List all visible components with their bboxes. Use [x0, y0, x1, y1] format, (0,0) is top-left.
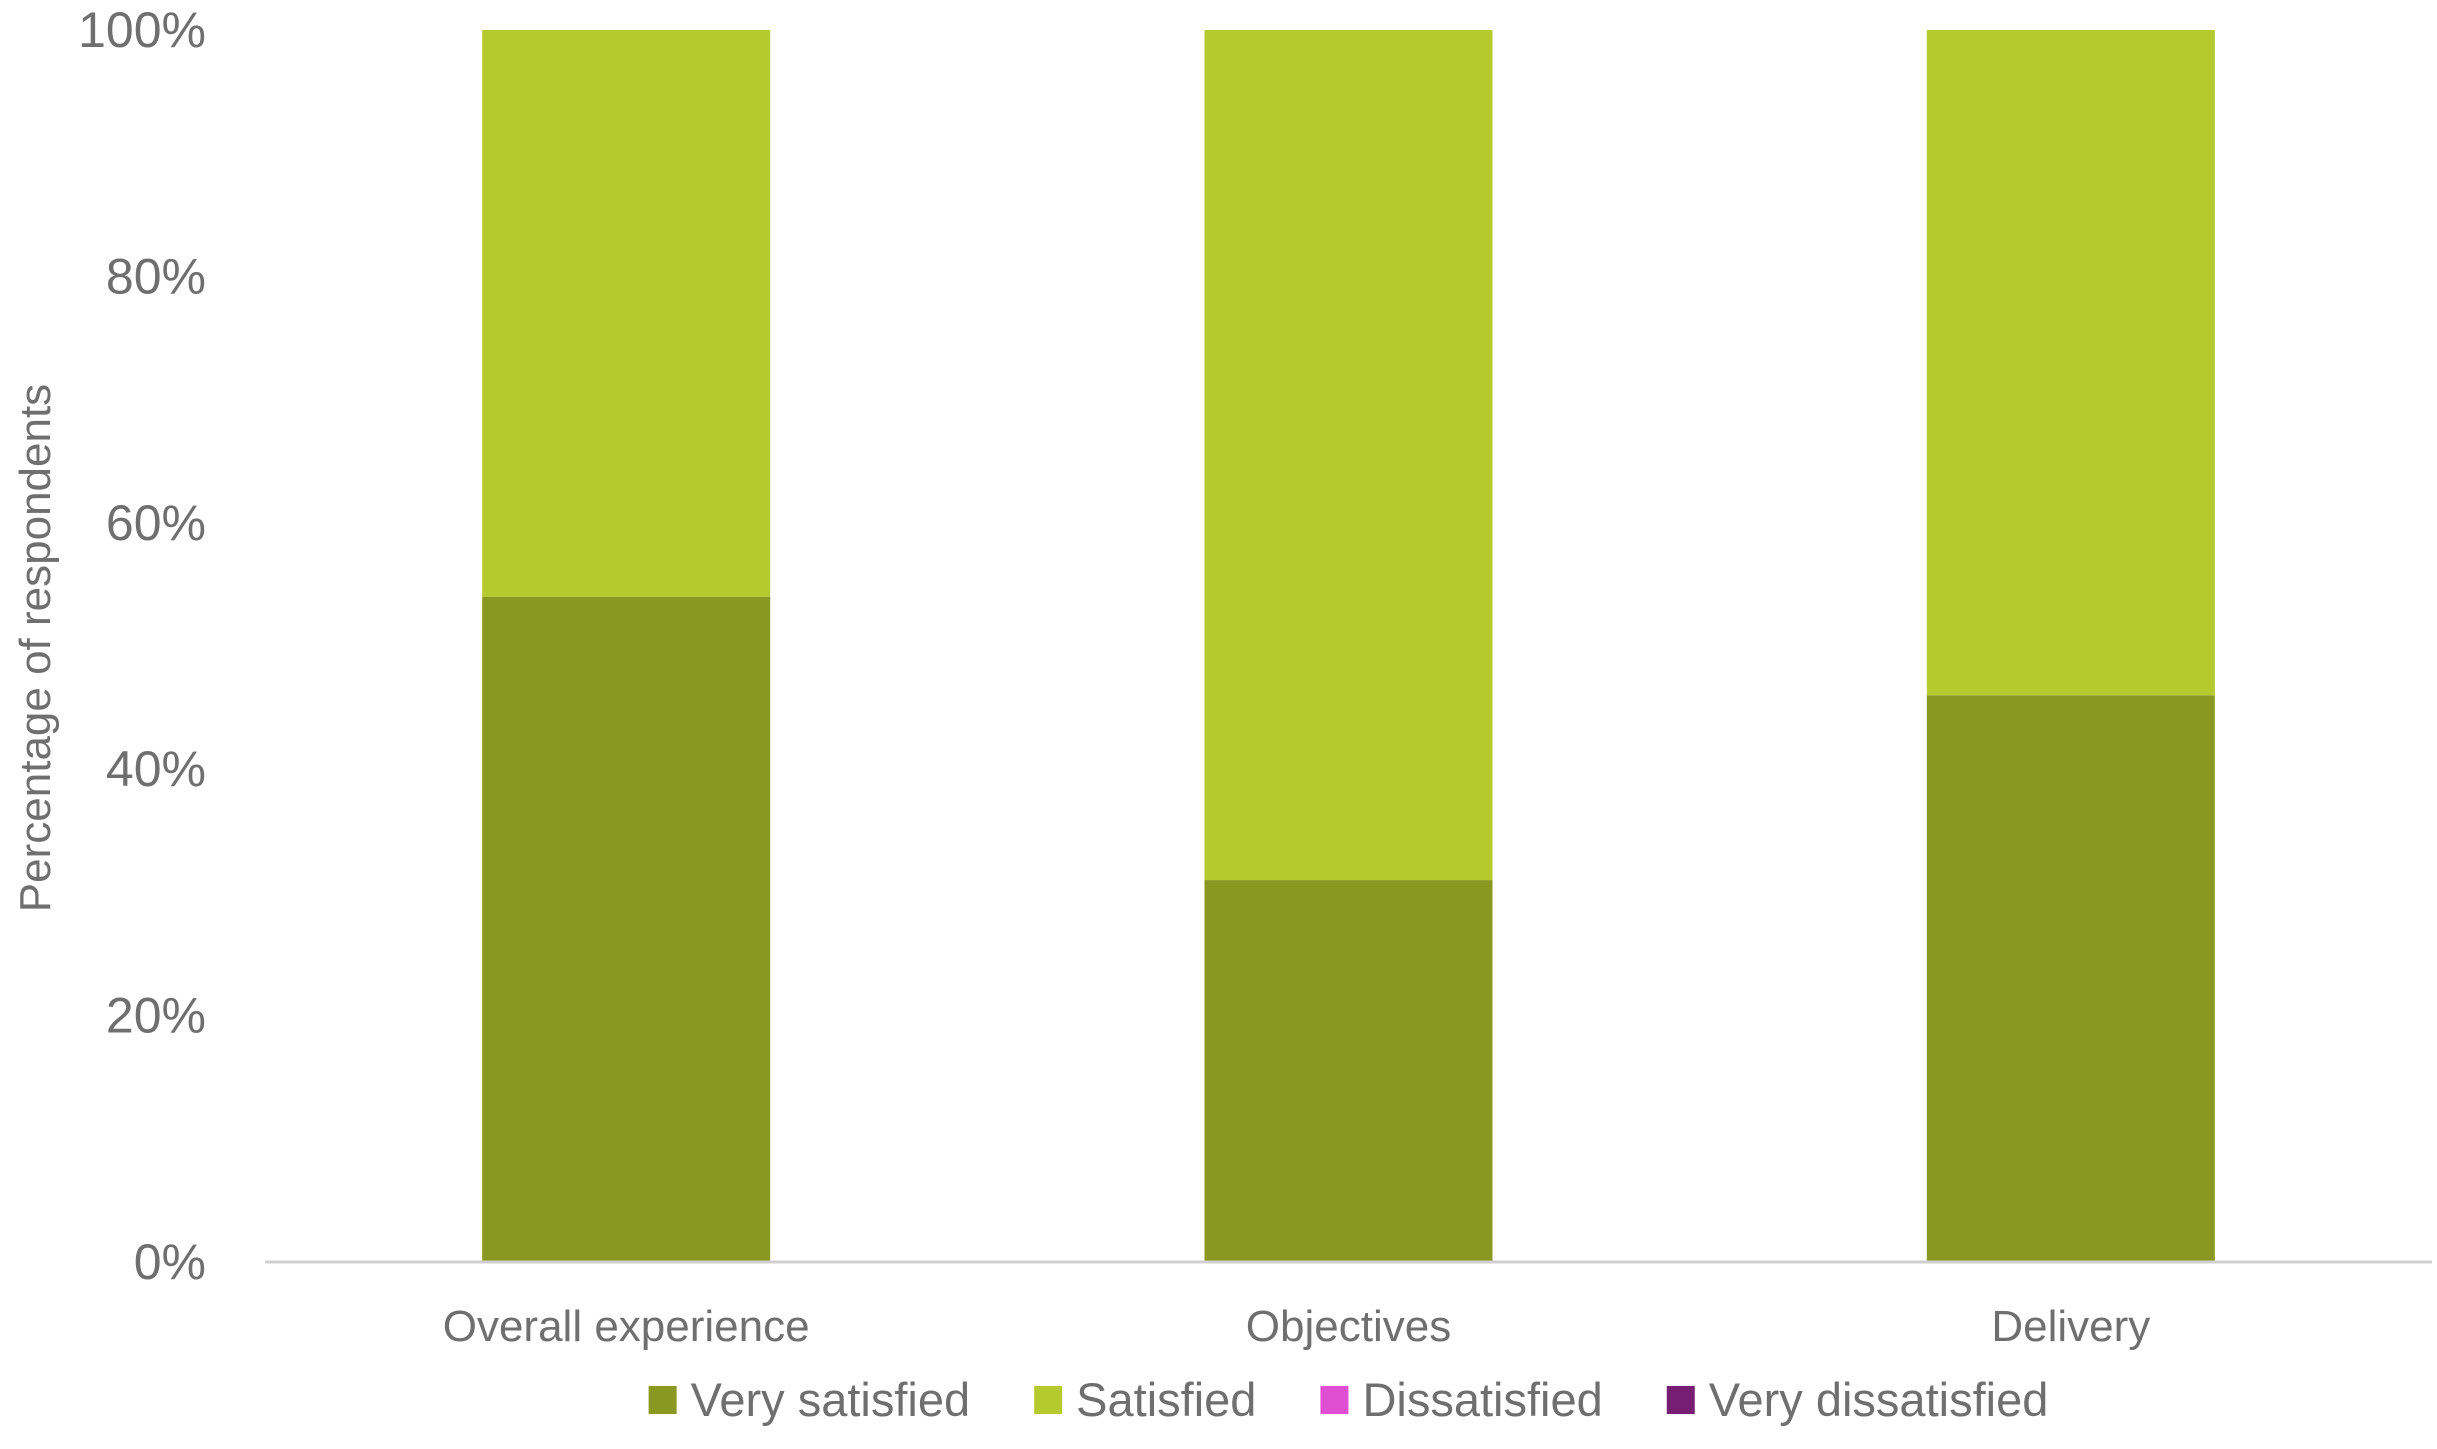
legend: Very satisfied Satisfied Dissatisfied Very … — [648, 1373, 2049, 1426]
legend-label: Dissatisfied — [1362, 1373, 1602, 1426]
legend-item: Very dissatisfied — [1666, 1373, 2049, 1426]
bar-segment — [1926, 30, 2215, 696]
legend-label: Very dissatisfied — [1709, 1373, 2049, 1426]
y-tick-label: 40% — [106, 741, 206, 797]
x-axis-labels: Overall experience Objectives Delivery — [443, 1302, 2151, 1351]
y-axis-title: Percentage of respondents — [11, 384, 60, 912]
legend-item: Satisfied — [1034, 1373, 1256, 1426]
y-tick-label: 80% — [106, 248, 206, 304]
legend-swatch — [1034, 1386, 1063, 1414]
bar-segment — [482, 596, 771, 1262]
bar-segment — [1204, 30, 1493, 881]
bar-segment — [1204, 880, 1493, 1262]
legend-label: Very satisfied — [691, 1373, 971, 1426]
legend-swatch — [648, 1386, 677, 1414]
x-tick-label: Delivery — [1991, 1302, 2150, 1351]
bar-segment — [482, 30, 771, 597]
legend-swatch — [1666, 1386, 1695, 1414]
legend-item: Very satisfied — [648, 1373, 971, 1426]
legend-swatch — [1320, 1386, 1349, 1414]
y-tick-label: 100% — [78, 2, 206, 58]
bars — [482, 30, 2215, 1262]
x-tick-label: Objectives — [1246, 1302, 1451, 1351]
legend-label: Satisfied — [1076, 1373, 1256, 1426]
y-tick-label: 20% — [106, 988, 206, 1044]
bar-segment — [1926, 695, 2215, 1262]
y-axis-ticks: 0% 20% 40% 60% 80% 100% — [78, 2, 206, 1290]
y-tick-label: 60% — [106, 495, 206, 551]
x-tick-label: Overall experience — [443, 1302, 810, 1351]
legend-item: Dissatisfied — [1320, 1373, 1603, 1426]
y-tick-label: 0% — [134, 1234, 206, 1290]
